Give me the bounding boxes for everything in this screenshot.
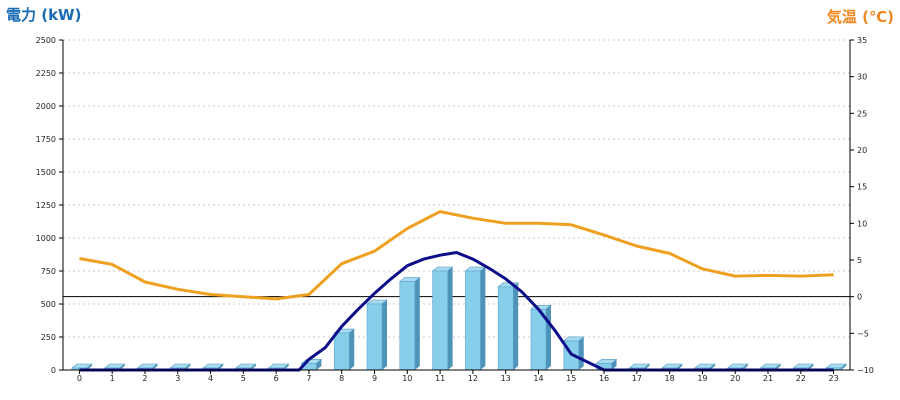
bar-side	[447, 267, 453, 370]
left-tick-label: 1000	[36, 234, 56, 243]
bar	[497, 286, 514, 371]
x-tick-label: 23	[829, 374, 839, 383]
left-tick-label: 500	[41, 300, 56, 309]
x-tick-label: 10	[402, 374, 412, 383]
right-tick-label: 20	[857, 146, 867, 155]
right-tick-label: −10	[857, 366, 874, 375]
right-tick-label: −5	[857, 329, 869, 338]
bar-side	[611, 359, 617, 370]
right-tick-label: 35	[857, 36, 867, 45]
bar-side	[480, 267, 486, 370]
bar-series	[71, 266, 847, 371]
right-tick-label: 30	[857, 73, 867, 82]
line-series	[79, 210, 834, 372]
x-tick-label: 2	[142, 374, 147, 383]
bar-side	[316, 359, 322, 370]
x-tick-label: 8	[339, 374, 344, 383]
x-tick-label: 22	[796, 374, 806, 383]
left-tick-label: 1750	[36, 135, 56, 144]
bar-side	[578, 336, 584, 370]
x-tick-label: 1	[110, 374, 115, 383]
left-axis-title: 電力 (kW)	[6, 6, 81, 24]
x-tick-label: 19	[697, 374, 707, 383]
bar	[432, 270, 448, 371]
right-tick-label: 10	[857, 219, 867, 228]
x-tick-label: 4	[208, 374, 213, 383]
right-axis-title: 気温 (℃)	[827, 8, 894, 26]
power-line	[79, 251, 834, 372]
x-tick-label: 15	[566, 374, 576, 383]
x-tick-label: 18	[665, 374, 675, 383]
axes	[59, 39, 854, 374]
x-tick-label: 0	[77, 374, 82, 383]
left-tick-label: 750	[41, 267, 56, 276]
x-tick-label: 13	[501, 374, 511, 383]
bar-side	[513, 282, 519, 370]
x-tick-label: 5	[241, 374, 246, 383]
right-tick-label: 25	[857, 109, 867, 118]
left-tick-label: 1500	[36, 168, 56, 177]
bar	[399, 281, 416, 371]
bar	[333, 332, 350, 371]
left-tick-label: 0	[51, 366, 56, 375]
x-tick-label: 7	[306, 374, 311, 383]
x-tick-label: 3	[175, 374, 180, 383]
x-tick-label: 14	[533, 374, 543, 383]
bar-side	[841, 364, 847, 370]
x-tick-label: 16	[599, 374, 609, 383]
temperature-line	[79, 210, 834, 301]
x-tick-label: 21	[763, 374, 773, 383]
tick-labels: 02505007501000125015001750200022502500−1…	[36, 36, 874, 383]
x-tick-label: 9	[372, 374, 377, 383]
right-tick-label: 0	[857, 293, 862, 302]
left-tick-label: 1250	[36, 201, 56, 210]
bar-side	[545, 305, 551, 370]
x-tick-label: 6	[274, 374, 279, 383]
bar-side	[382, 300, 388, 370]
x-tick-label: 11	[435, 374, 445, 383]
left-tick-label: 250	[41, 333, 56, 342]
bar	[465, 270, 481, 371]
bar	[366, 303, 383, 371]
x-tick-label: 12	[468, 374, 478, 383]
left-tick-label: 2000	[36, 102, 56, 111]
left-tick-label: 2500	[36, 36, 56, 45]
bar-side	[414, 277, 420, 370]
gridlines	[63, 39, 850, 338]
x-tick-label: 17	[632, 374, 642, 383]
bar-side	[349, 329, 355, 370]
right-tick-label: 15	[857, 183, 867, 192]
left-tick-label: 2250	[36, 69, 56, 78]
right-tick-label: 5	[857, 256, 862, 265]
x-tick-label: 20	[730, 374, 740, 383]
